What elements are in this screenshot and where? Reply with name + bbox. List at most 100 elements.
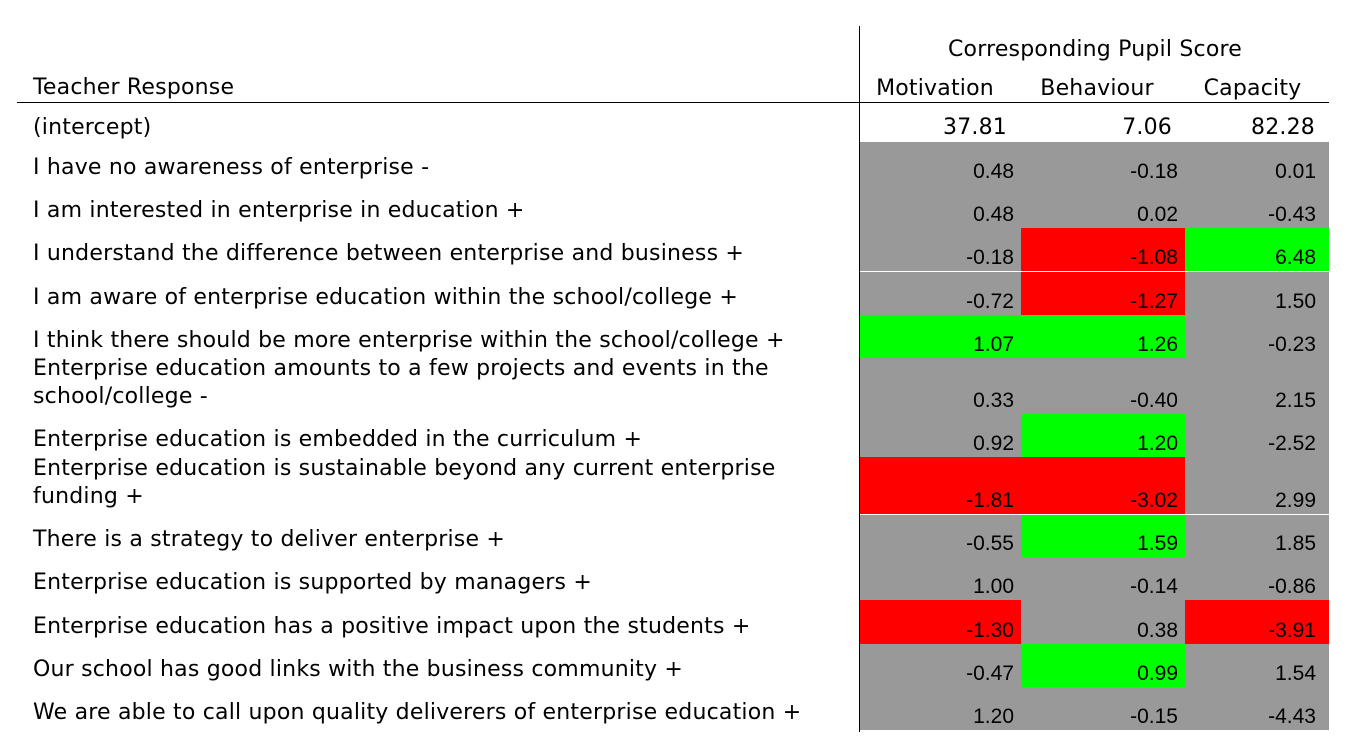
- cell-behaviour-negative: -1.08: [1021, 228, 1185, 271]
- cell-capacity-neutral: 1.85: [1185, 514, 1329, 557]
- cell-motivation-negative: -1.30: [860, 600, 1021, 644]
- cell-value: -3.91: [1268, 619, 1316, 642]
- cell-value: 1.50: [1275, 290, 1316, 313]
- row-label: I think there should be more enterprise …: [33, 328, 785, 353]
- cell-value: -2.52: [1268, 432, 1316, 455]
- cell-capacity-neutral: 1.54: [1185, 644, 1329, 687]
- cell-behaviour-negative: -1.27: [1021, 271, 1185, 315]
- cell-motivation-neutral: -0.18: [860, 228, 1021, 271]
- cell-value: -0.15: [1130, 705, 1178, 728]
- cell-value: 1.54: [1275, 662, 1316, 685]
- row-separator: [860, 271, 1329, 272]
- cell-motivation-neutral: 1.20: [860, 687, 1021, 730]
- cell-behaviour-neutral: -0.15: [1021, 687, 1185, 730]
- cell-value: 1.20: [973, 705, 1014, 728]
- cell-behaviour-negative: -3.02: [1021, 457, 1185, 514]
- intercept-value-motivation: 37.81: [943, 115, 1007, 140]
- cell-motivation-neutral: 0.48: [860, 185, 1021, 228]
- cell-value: -4.43: [1268, 705, 1316, 728]
- cell-value: -0.23: [1268, 333, 1316, 356]
- row-header: Teacher Response: [33, 75, 235, 100]
- intercept-label: (intercept): [33, 115, 152, 140]
- cell-value: 6.48: [1275, 246, 1316, 269]
- cell-value: -0.18: [966, 246, 1014, 269]
- column-divider-vertical: [859, 26, 860, 732]
- cell-behaviour-neutral: 0.38: [1021, 600, 1185, 644]
- cell-value: -0.14: [1130, 575, 1178, 598]
- intercept-value-behaviour: 7.06: [1122, 115, 1172, 140]
- cell-value: 0.01: [1275, 160, 1316, 183]
- cell-value: 2.15: [1275, 389, 1316, 412]
- cell-capacity-neutral: 0.01: [1185, 142, 1329, 185]
- cell-value: 0.02: [1137, 203, 1178, 226]
- row-label: Enterprise education has a positive impa…: [33, 614, 751, 639]
- cell-value: -0.55: [966, 532, 1014, 555]
- cell-value: -1.81: [966, 489, 1014, 512]
- column-header-capacity: Capacity: [1203, 76, 1302, 101]
- cell-motivation-neutral: -0.47: [860, 644, 1021, 687]
- cell-capacity-positive: 6.48: [1185, 228, 1329, 271]
- cell-motivation-neutral: -0.55: [860, 514, 1021, 557]
- cell-value: -0.47: [966, 662, 1014, 685]
- cell-value: 0.38: [1137, 619, 1178, 642]
- cell-value: -0.86: [1268, 575, 1316, 598]
- cell-motivation-negative: -1.81: [860, 457, 1021, 514]
- cell-value: -0.72: [966, 290, 1014, 313]
- cell-behaviour-positive: 1.59: [1021, 514, 1185, 557]
- cell-value: 0.48: [973, 160, 1014, 183]
- row-label: school/college -: [33, 384, 208, 409]
- cell-behaviour-neutral: -0.14: [1021, 557, 1185, 600]
- cell-value: 0.33: [973, 389, 1014, 412]
- cell-capacity-neutral: -0.86: [1185, 557, 1329, 600]
- cell-value: 1.00: [973, 575, 1014, 598]
- cell-behaviour-positive: 1.26: [1021, 315, 1185, 358]
- cell-behaviour-positive: 0.99: [1021, 644, 1185, 687]
- cell-value: 1.85: [1275, 532, 1316, 555]
- row-label: Our school has good links with the busin…: [33, 657, 684, 682]
- cell-capacity-negative: -3.91: [1185, 600, 1329, 644]
- cell-capacity-neutral: -0.23: [1185, 315, 1329, 358]
- cell-behaviour-positive: 1.20: [1021, 414, 1185, 457]
- cell-behaviour-neutral: 0.02: [1021, 185, 1185, 228]
- cell-motivation-positive: 1.07: [860, 315, 1021, 358]
- cell-value: -0.40: [1130, 389, 1178, 412]
- cell-value: 1.26: [1137, 333, 1178, 356]
- cell-capacity-neutral: 2.99: [1185, 457, 1329, 514]
- cell-value: -3.02: [1130, 489, 1178, 512]
- row-label: I am aware of enterprise education withi…: [33, 285, 738, 310]
- cell-motivation-neutral: 0.33: [860, 358, 1021, 414]
- row-label: I understand the difference between ente…: [33, 241, 745, 266]
- cell-motivation-neutral: 0.48: [860, 142, 1021, 185]
- row-label: We are able to call upon quality deliver…: [33, 700, 802, 725]
- cell-capacity-neutral: -2.52: [1185, 414, 1329, 457]
- intercept-value-capacity: 82.28: [1251, 115, 1315, 140]
- cell-capacity-neutral: -0.43: [1185, 185, 1329, 228]
- cell-behaviour-neutral: -0.18: [1021, 142, 1185, 185]
- row-label: There is a strategy to deliver enterpris…: [33, 527, 506, 552]
- row-label: Enterprise education is supported by man…: [33, 570, 592, 595]
- column-header-motivation: Motivation: [876, 76, 994, 101]
- row-label: I am interested in enterprise in educati…: [33, 198, 525, 223]
- cell-value: 2.99: [1275, 489, 1316, 512]
- cell-value: 1.07: [973, 333, 1014, 356]
- row-separator: [860, 514, 1329, 515]
- cell-capacity-neutral: 1.50: [1185, 271, 1329, 315]
- cell-value: -1.30: [966, 619, 1014, 642]
- row-label: I have no awareness of enterprise -: [33, 155, 430, 180]
- cell-motivation-neutral: -0.72: [860, 271, 1021, 315]
- cell-value: -1.27: [1130, 290, 1178, 313]
- cell-value: 1.59: [1137, 532, 1178, 555]
- cell-motivation-neutral: 0.92: [860, 414, 1021, 457]
- cell-capacity-neutral: -4.43: [1185, 687, 1329, 730]
- cell-value: 0.99: [1137, 662, 1178, 685]
- cell-value: -1.08: [1130, 246, 1178, 269]
- cell-value: -0.18: [1130, 160, 1178, 183]
- cell-value: 1.20: [1137, 432, 1178, 455]
- row-label: Enterprise education is sustainable beyo…: [33, 456, 776, 481]
- cell-behaviour-neutral: -0.40: [1021, 358, 1185, 414]
- header-divider-horizontal: [17, 102, 1329, 103]
- cell-value: 0.48: [973, 203, 1014, 226]
- cell-value: 0.92: [973, 432, 1014, 455]
- row-label: Enterprise education amounts to a few pr…: [33, 356, 769, 381]
- cell-capacity-neutral: 2.15: [1185, 358, 1329, 414]
